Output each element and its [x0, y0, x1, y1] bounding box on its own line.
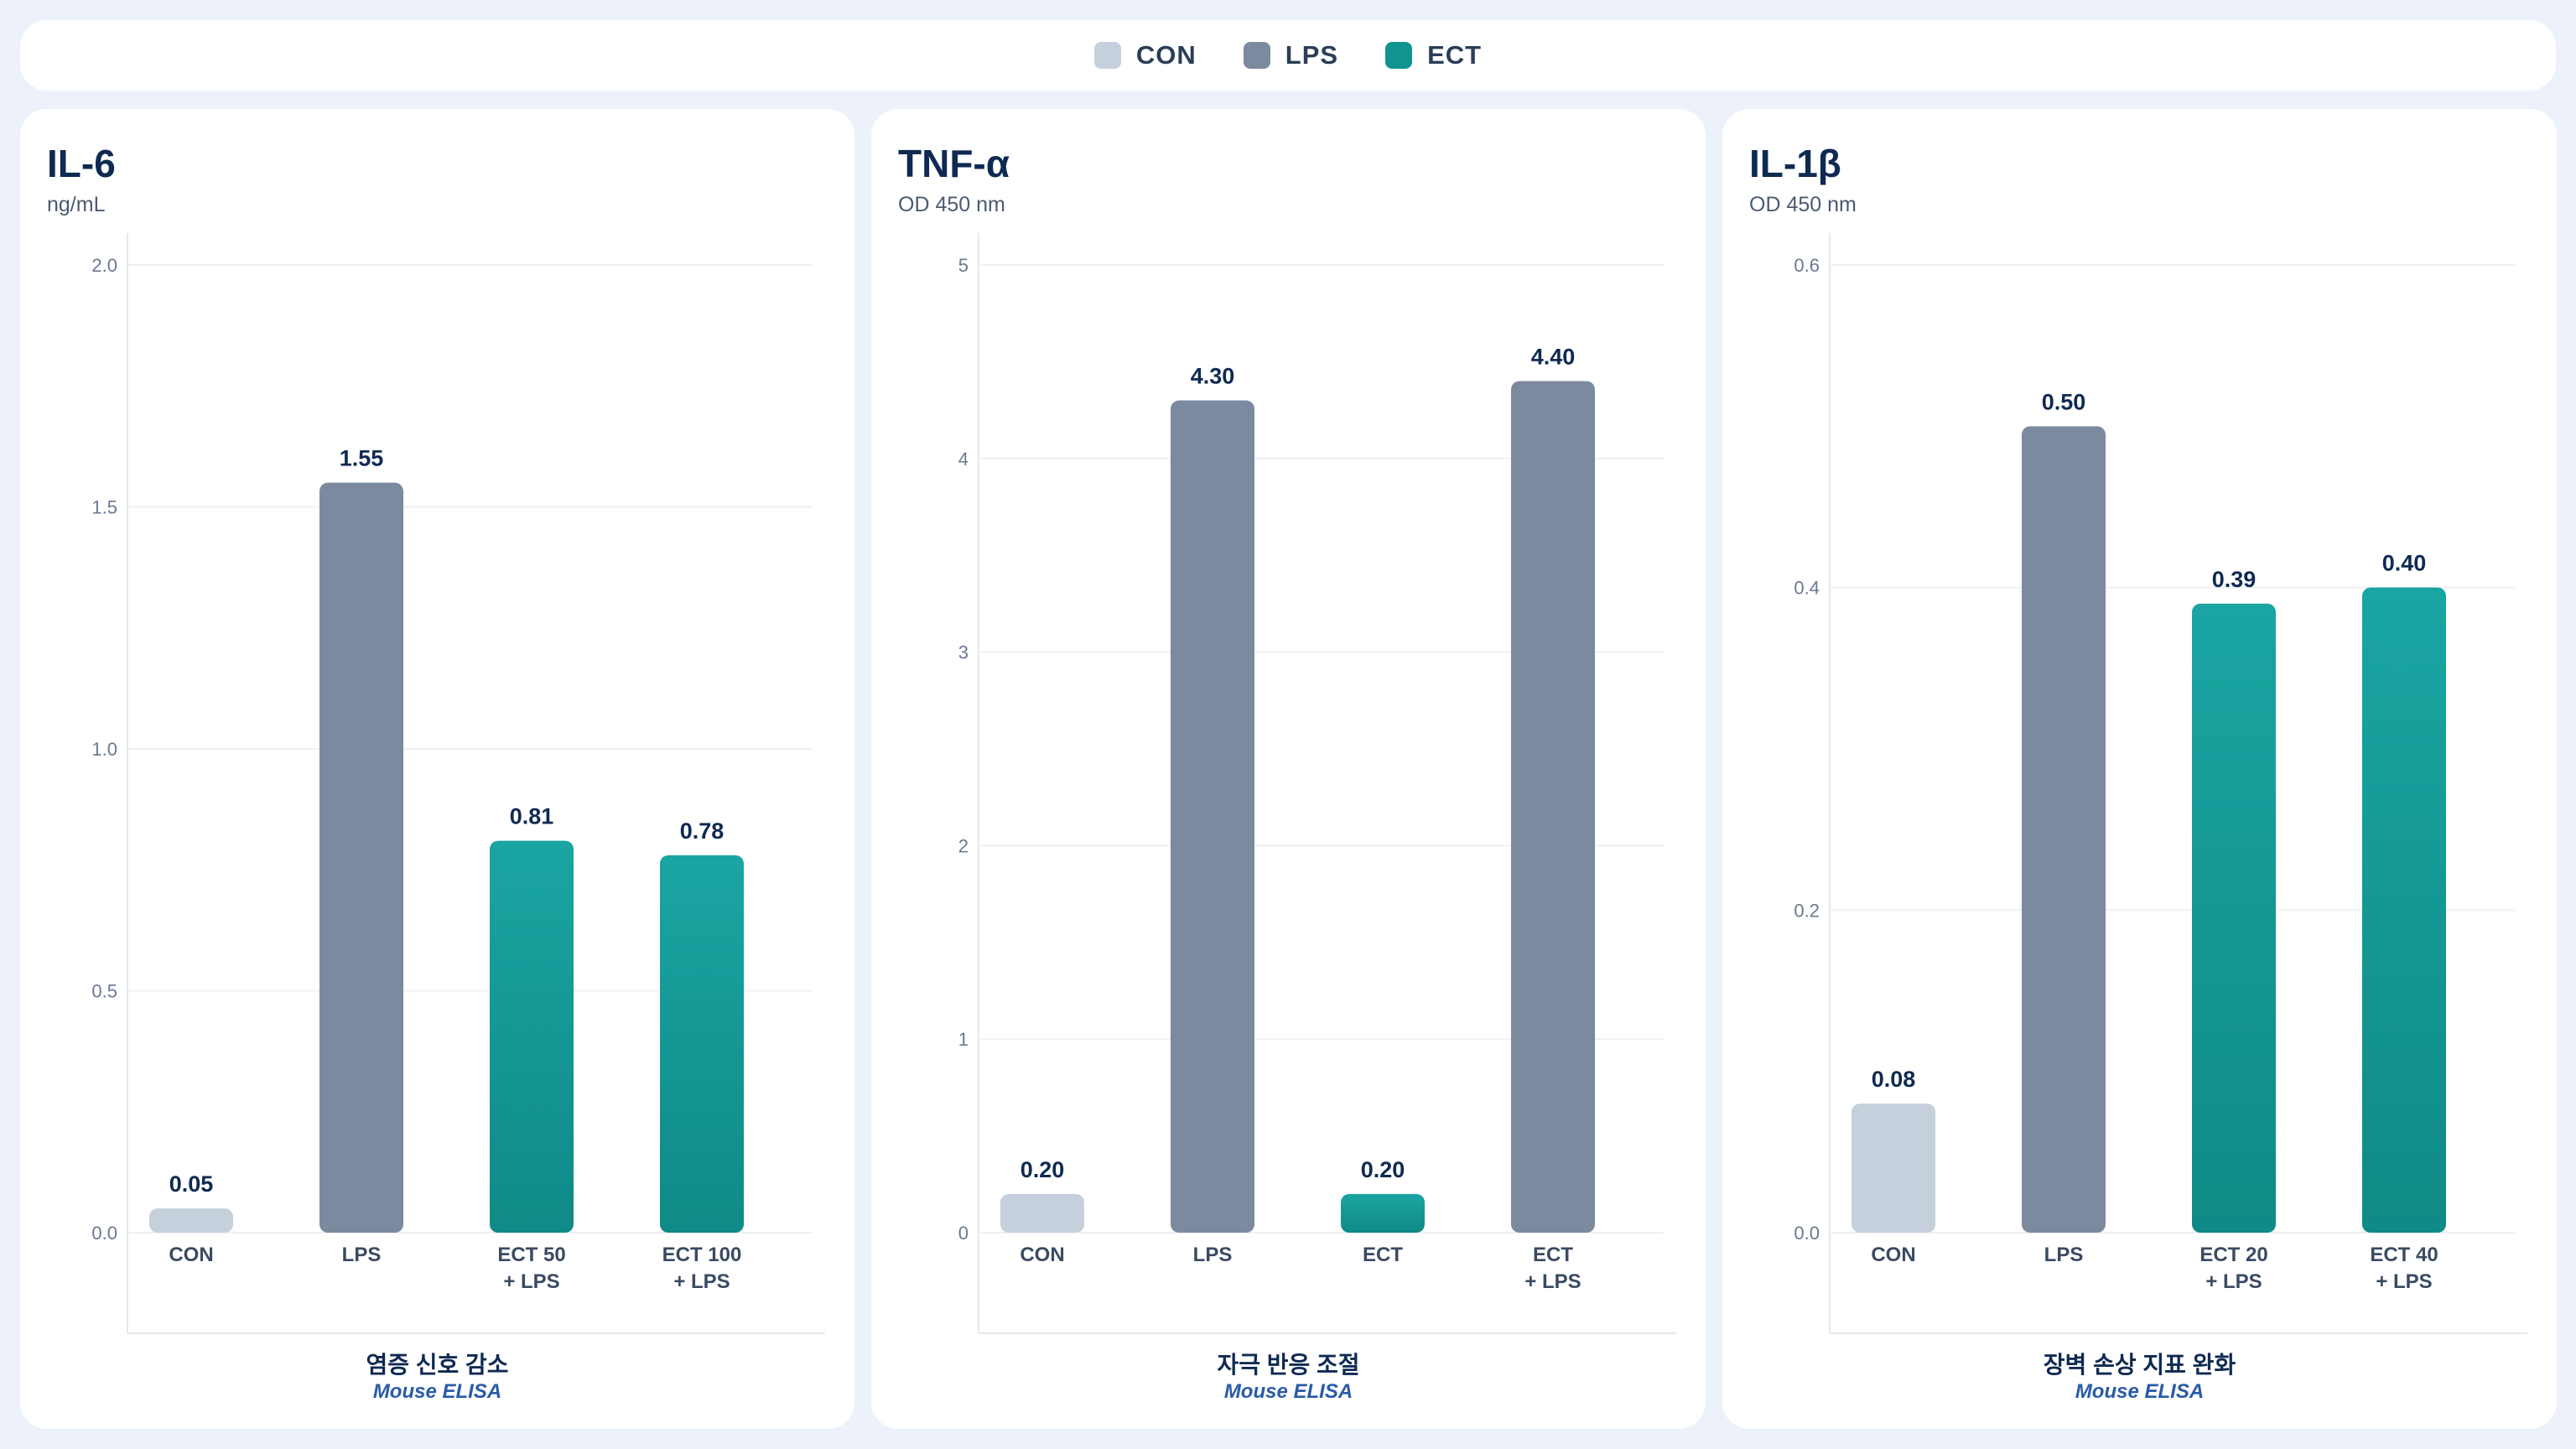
bar — [149, 1208, 233, 1233]
bar — [2022, 426, 2106, 1233]
chart-subcaption: Mouse ELISA — [2075, 1380, 2205, 1403]
x-tick-label: LPS — [2044, 1244, 2084, 1266]
x-tick-label: ECT 40 — [2370, 1244, 2438, 1266]
chart-caption: 염증 신호 감소 — [366, 1352, 509, 1378]
chart-card-il1b: IL-1β OD 450 nm 0.0 0.2 0.4 0.6 0.08 CON 0.50 L… — [1722, 109, 2557, 1429]
y-tick-label: 0.0 — [91, 1223, 117, 1244]
legend-swatch-con — [1093, 42, 1121, 69]
chart-title: TNF-α — [898, 142, 1010, 185]
legend-label-con: CON — [1135, 40, 1197, 70]
data-label: 1.55 — [340, 446, 384, 471]
legend-item-ect: ECT — [1385, 40, 1482, 70]
data-label: 4.30 — [1191, 364, 1235, 389]
y-tick-label: 3 — [958, 642, 969, 663]
x-tick-label: ECT — [1533, 1244, 1573, 1266]
chart-subcaption: Mouse ELISA — [372, 1380, 502, 1403]
data-label: 0.40 — [2382, 551, 2427, 576]
data-label: 4.40 — [1531, 344, 1576, 369]
bar — [1341, 1193, 1425, 1233]
x-tick-label: LPS — [1193, 1244, 1233, 1266]
chart-unit: ng/mL — [47, 193, 106, 216]
chart-plot-tnf: 0 1 2 3 4 5 0.20 CON 4.30 LPS 0.20 ECT 4.40 ECT + LPS — [958, 233, 1676, 1334]
data-label: 0.05 — [169, 1171, 214, 1197]
chart-title: IL-1β — [1749, 142, 1841, 185]
x-tick-label: + LPS — [503, 1270, 559, 1293]
data-label: 0.81 — [510, 804, 554, 829]
data-label: 0.78 — [680, 818, 724, 844]
y-tick-label: 0 — [958, 1223, 969, 1244]
x-tick-label: + LPS — [2376, 1270, 2432, 1293]
legend-label-ect: ECT — [1427, 40, 1483, 70]
data-label: 0.39 — [2212, 567, 2257, 592]
legend-item-lps: LPS — [1243, 40, 1339, 70]
chart-title: IL-6 — [47, 142, 116, 185]
chart-card-tnf: TNF-α OD 450 nm 0 1 2 3 4 5 0.20 CON 4.30 LPS 0.20… — [871, 109, 1706, 1429]
x-tick-label: + LPS — [673, 1270, 730, 1293]
x-tick-label: ECT — [1363, 1244, 1403, 1266]
chart-plot-il1b: 0.0 0.2 0.4 0.6 0.08 CON 0.50 LPS 0.39 ECT 20 + LP… — [1794, 233, 2527, 1334]
y-tick-label: 5 — [958, 255, 969, 276]
bar — [2192, 603, 2276, 1233]
bar — [1171, 400, 1254, 1233]
chart-plot-il6: 0.0 0.5 1.0 1.5 2.0 0.05 CON 1.55 LPS 0.81 ECT 50 +… — [91, 233, 825, 1334]
y-tick-label: 0.4 — [1794, 578, 1820, 599]
y-tick-label: 2.0 — [91, 255, 117, 276]
y-tick-label: 1 — [958, 1029, 969, 1050]
chart-unit: OD 450 nm — [898, 193, 1005, 216]
x-tick-label: ECT 50 — [497, 1244, 565, 1266]
bar — [1511, 381, 1595, 1233]
bar — [1000, 1193, 1084, 1233]
x-tick-label: ECT 100 — [662, 1244, 742, 1266]
legend-swatch-ect — [1385, 42, 1413, 69]
legend-label-lps: LPS — [1285, 40, 1339, 70]
chart-caption: 자극 반응 조절 — [1217, 1352, 1360, 1378]
y-tick-label: 0.6 — [1794, 255, 1820, 276]
data-label: 0.20 — [1361, 1157, 1405, 1182]
data-label: 0.20 — [1021, 1157, 1065, 1182]
data-label: 0.08 — [1872, 1067, 1916, 1092]
legend-item-con: CON — [1093, 40, 1197, 70]
x-tick-label: ECT 20 — [2199, 1244, 2267, 1266]
y-tick-label: 2 — [958, 835, 969, 856]
data-label: 0.50 — [2042, 389, 2086, 414]
chart-caption: 장벽 손상 지표 완화 — [2043, 1352, 2236, 1378]
y-tick-label: 1.5 — [91, 497, 117, 518]
chart-card-il6: IL-6 ng/mL 0.0 0.5 1.0 1.5 2.0 0.05 CON 1.55 LPS… — [20, 109, 854, 1429]
chart-subcaption: Mouse ELISA — [1223, 1380, 1353, 1403]
bar — [1852, 1104, 1935, 1233]
y-tick-label: 0.5 — [91, 981, 117, 1002]
y-tick-label: 4 — [958, 449, 969, 470]
y-tick-label: 0.0 — [1794, 1223, 1820, 1244]
chart-unit: OD 450 nm — [1749, 193, 1857, 216]
x-tick-label: CON — [169, 1244, 213, 1266]
bar — [2362, 587, 2446, 1233]
bar — [490, 840, 574, 1233]
y-tick-label: 1.0 — [91, 739, 117, 760]
bar — [319, 482, 403, 1233]
x-tick-label: LPS — [342, 1244, 382, 1266]
x-tick-label: + LPS — [1524, 1270, 1581, 1293]
legend: CON LPS ECT — [20, 20, 2556, 91]
legend-swatch-lps — [1243, 42, 1270, 69]
bar — [660, 854, 744, 1233]
x-tick-label: + LPS — [2205, 1270, 2262, 1293]
x-tick-label: CON — [1871, 1244, 1915, 1266]
y-tick-label: 0.2 — [1794, 900, 1820, 921]
x-tick-label: CON — [1020, 1244, 1064, 1266]
